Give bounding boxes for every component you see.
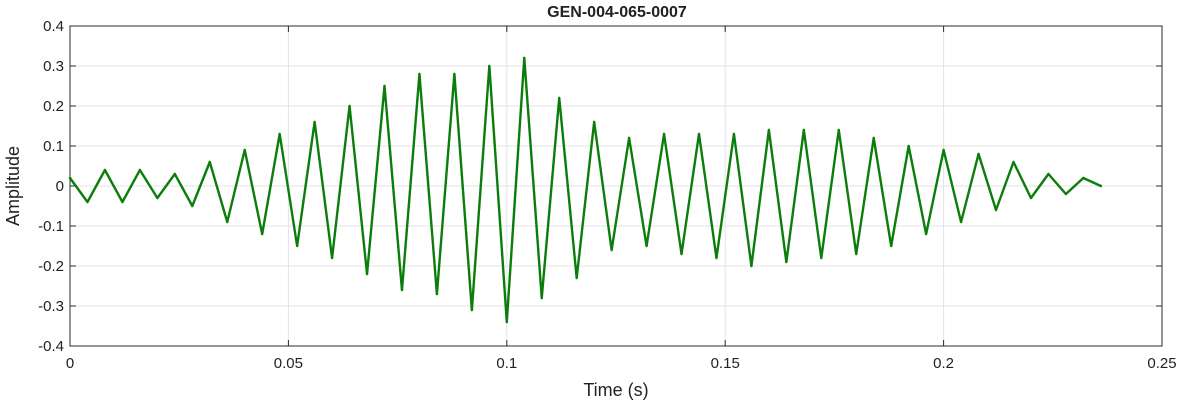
data-point <box>191 204 194 208</box>
data-point <box>680 252 683 256</box>
data-point <box>697 132 701 136</box>
data-point <box>994 208 998 212</box>
data-point <box>226 220 229 224</box>
data-point <box>942 148 945 152</box>
data-point <box>732 132 736 136</box>
data-point <box>260 232 264 236</box>
y-tick-label: 0 <box>56 178 64 195</box>
y-tick-label: 0.3 <box>43 58 64 75</box>
data-point <box>1029 196 1033 200</box>
data-point <box>330 256 334 260</box>
data-point <box>1064 192 1068 196</box>
data-point <box>173 172 177 176</box>
data-point <box>313 120 316 124</box>
data-point <box>645 244 648 248</box>
data-point <box>802 128 806 132</box>
x-tick-label: 0.05 <box>274 355 303 372</box>
data-point <box>889 244 893 248</box>
data-point <box>1082 176 1085 180</box>
data-point <box>575 276 578 280</box>
y-axis-label: Amplitude <box>3 146 23 226</box>
data-point <box>610 248 613 252</box>
axis-ticks: 0 0.05 0.1 0.15 0.2 0.25 -0.4 -0.3 -0.2 -0.1 0 0.1 0… <box>38 18 1176 372</box>
data-point <box>924 232 928 236</box>
x-tick-label: 0.2 <box>933 355 954 372</box>
data-point <box>243 148 246 152</box>
data-point <box>156 196 159 200</box>
x-tick-label: 0 <box>66 355 74 372</box>
data-point <box>1012 160 1015 164</box>
data-point <box>1099 184 1103 188</box>
data-point <box>820 256 823 260</box>
data-point <box>103 168 107 172</box>
series-layer <box>68 56 1103 324</box>
data-point <box>715 256 718 260</box>
data-point <box>348 104 351 108</box>
data-point <box>295 244 299 248</box>
chart-title: GEN-004-065-0007 <box>547 4 687 21</box>
data-point <box>785 260 788 264</box>
data-point <box>208 160 211 164</box>
data-point <box>138 168 142 172</box>
y-tick-label: -0.4 <box>38 338 64 355</box>
x-axis-label: Time (s) <box>583 380 648 400</box>
data-point <box>121 200 124 204</box>
data-point <box>662 132 666 136</box>
y-tick-label: -0.2 <box>38 258 64 275</box>
data-point <box>592 120 596 124</box>
data-point <box>505 320 508 324</box>
data-point <box>365 272 369 276</box>
data-point <box>540 296 543 300</box>
y-tick-label: 0.4 <box>43 18 64 35</box>
y-tick-label: -0.1 <box>38 218 64 235</box>
data-point <box>383 84 386 88</box>
series-line <box>68 56 1103 324</box>
x-tick-label: 0.15 <box>711 355 740 372</box>
data-point <box>907 144 910 148</box>
data-point <box>418 72 421 76</box>
data-point <box>435 292 439 296</box>
data-point <box>977 152 980 156</box>
y-tick-label: 0.2 <box>43 98 64 115</box>
data-point <box>872 136 875 140</box>
data-point <box>750 264 753 268</box>
data-point <box>627 136 631 140</box>
data-point <box>959 220 963 224</box>
y-tick-label: 0.1 <box>43 138 64 155</box>
data-point <box>767 128 771 132</box>
data-point <box>400 288 404 292</box>
y-tick-label: -0.3 <box>38 298 64 315</box>
data-point <box>278 132 281 136</box>
x-tick-label: 0.1 <box>496 355 517 372</box>
data-point <box>523 56 526 60</box>
data-point <box>453 72 456 76</box>
data-point <box>1047 172 1050 176</box>
data-point <box>488 64 491 68</box>
x-tick-label: 0.25 <box>1147 355 1176 372</box>
data-point <box>86 200 89 204</box>
data-point <box>68 176 72 180</box>
data-point <box>855 252 858 256</box>
data-point <box>837 128 840 132</box>
data-point <box>558 96 561 100</box>
data-point <box>470 308 474 312</box>
